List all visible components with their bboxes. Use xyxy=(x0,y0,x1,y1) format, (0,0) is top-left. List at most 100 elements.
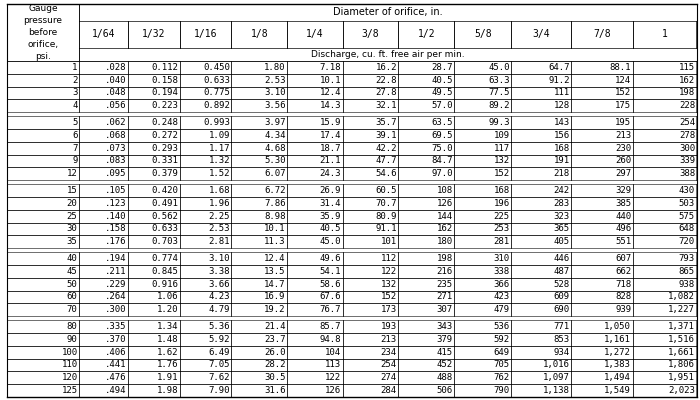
Text: 503: 503 xyxy=(679,199,695,208)
Text: .062: .062 xyxy=(105,118,127,127)
Text: 0.845: 0.845 xyxy=(151,267,178,276)
Text: 24.3: 24.3 xyxy=(320,169,341,178)
Text: 42.2: 42.2 xyxy=(375,144,397,153)
Text: 1: 1 xyxy=(662,29,668,39)
Text: 7.62: 7.62 xyxy=(209,373,230,382)
Text: 85.7: 85.7 xyxy=(320,322,341,331)
Text: 112: 112 xyxy=(381,254,397,263)
Text: 662: 662 xyxy=(615,267,631,276)
Text: 35: 35 xyxy=(66,237,78,246)
Text: 28.2: 28.2 xyxy=(264,360,286,370)
Text: 1.32: 1.32 xyxy=(209,156,230,166)
Text: 31.6: 31.6 xyxy=(264,386,286,395)
Text: 97.0: 97.0 xyxy=(431,169,453,178)
Text: 144: 144 xyxy=(437,212,453,221)
Text: Diameter of orifice, in.: Diameter of orifice, in. xyxy=(333,8,442,18)
Text: 0.331: 0.331 xyxy=(151,156,178,166)
Text: 126: 126 xyxy=(325,386,341,395)
Text: 180: 180 xyxy=(437,237,453,246)
Text: 77.5: 77.5 xyxy=(489,88,510,98)
Text: 32.1: 32.1 xyxy=(375,101,397,110)
Text: 13.5: 13.5 xyxy=(264,267,286,276)
Text: 128: 128 xyxy=(554,101,570,110)
Text: 225: 225 xyxy=(494,212,510,221)
Text: 720: 720 xyxy=(679,237,695,246)
Text: 31.4: 31.4 xyxy=(320,199,341,208)
Text: .123: .123 xyxy=(105,199,127,208)
Text: 168: 168 xyxy=(494,186,510,195)
Text: 198: 198 xyxy=(679,88,695,98)
Text: 11.3: 11.3 xyxy=(264,237,286,246)
Text: 40.5: 40.5 xyxy=(431,76,453,85)
Text: 10.1: 10.1 xyxy=(320,76,341,85)
Text: 69.5: 69.5 xyxy=(431,131,453,140)
Text: 7.05: 7.05 xyxy=(209,360,230,370)
Text: 5.30: 5.30 xyxy=(264,156,286,166)
Text: .028: .028 xyxy=(105,63,127,72)
Text: 100: 100 xyxy=(62,348,78,357)
Text: 1,383: 1,383 xyxy=(604,360,631,370)
Text: 113: 113 xyxy=(325,360,341,370)
Text: 1,082: 1,082 xyxy=(668,292,695,302)
Text: .040: .040 xyxy=(105,76,127,85)
Text: 385: 385 xyxy=(615,199,631,208)
Text: 4.23: 4.23 xyxy=(209,292,230,302)
Text: 1.09: 1.09 xyxy=(209,131,230,140)
Text: 3: 3 xyxy=(72,88,78,98)
Text: 0.562: 0.562 xyxy=(151,212,178,221)
Text: 1,494: 1,494 xyxy=(604,373,631,382)
Text: 91.1: 91.1 xyxy=(375,224,397,234)
Text: 1,050: 1,050 xyxy=(604,322,631,331)
Text: 440: 440 xyxy=(615,212,631,221)
Text: 64.7: 64.7 xyxy=(548,63,570,72)
Text: 23.7: 23.7 xyxy=(264,335,286,344)
Text: 366: 366 xyxy=(494,280,510,289)
Text: 938: 938 xyxy=(679,280,695,289)
Text: 195: 195 xyxy=(615,118,631,127)
Text: 592: 592 xyxy=(494,335,510,344)
Text: 1,516: 1,516 xyxy=(668,335,695,344)
Text: 90: 90 xyxy=(66,335,78,344)
Text: .083: .083 xyxy=(105,156,127,166)
Text: 6: 6 xyxy=(72,131,78,140)
Text: 191: 191 xyxy=(554,156,570,166)
Text: 6.72: 6.72 xyxy=(264,186,286,195)
Text: 1,806: 1,806 xyxy=(668,360,695,370)
Text: 1.17: 1.17 xyxy=(209,144,230,153)
Text: 323: 323 xyxy=(554,212,570,221)
Text: 771: 771 xyxy=(554,322,570,331)
Text: 109: 109 xyxy=(494,131,510,140)
Text: 235: 235 xyxy=(437,280,453,289)
Text: 230: 230 xyxy=(615,144,631,153)
Text: Gauge
pressure
before
orifice,
psi.: Gauge pressure before orifice, psi. xyxy=(24,4,62,61)
Text: 7.90: 7.90 xyxy=(209,386,230,395)
Text: 300: 300 xyxy=(679,144,695,153)
Text: 865: 865 xyxy=(679,267,695,276)
Text: 152: 152 xyxy=(381,292,397,302)
Text: 143: 143 xyxy=(554,118,570,127)
Text: 122: 122 xyxy=(325,373,341,382)
Text: 274: 274 xyxy=(381,373,397,382)
Text: 1.34: 1.34 xyxy=(157,322,178,331)
Text: 4.68: 4.68 xyxy=(264,144,286,153)
Text: 1/64: 1/64 xyxy=(92,29,116,39)
Text: 0.272: 0.272 xyxy=(151,131,178,140)
Text: 1,371: 1,371 xyxy=(668,322,695,331)
Text: 5.92: 5.92 xyxy=(209,335,230,344)
Text: 218: 218 xyxy=(554,169,570,178)
Text: 168: 168 xyxy=(554,144,570,153)
Text: 506: 506 xyxy=(437,386,453,395)
Text: 1.52: 1.52 xyxy=(209,169,230,178)
Text: 99.3: 99.3 xyxy=(489,118,510,127)
Text: 536: 536 xyxy=(494,322,510,331)
Text: .229: .229 xyxy=(105,280,127,289)
Text: 339: 339 xyxy=(679,156,695,166)
Text: 1/4: 1/4 xyxy=(306,29,323,39)
Text: .406: .406 xyxy=(105,348,127,357)
Text: .073: .073 xyxy=(105,144,127,153)
Text: 26.0: 26.0 xyxy=(264,348,286,357)
Text: 1.68: 1.68 xyxy=(209,186,230,195)
Text: 3.56: 3.56 xyxy=(264,101,286,110)
Text: 284: 284 xyxy=(381,386,397,395)
Text: 1/16: 1/16 xyxy=(194,29,217,39)
